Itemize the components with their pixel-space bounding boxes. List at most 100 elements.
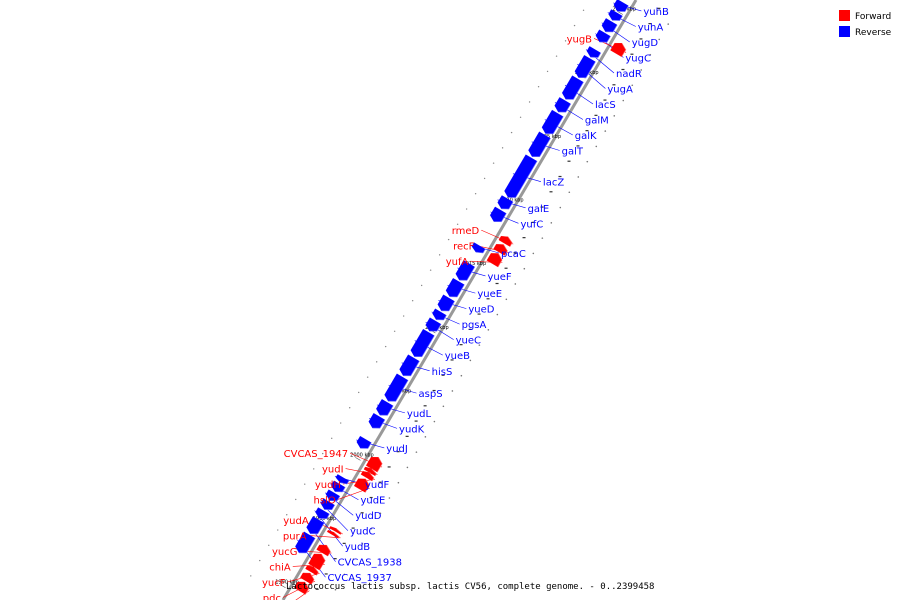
guide-dot [357,391,360,394]
guide-dot [568,191,571,194]
gene-label-yuhB: yuhB [643,7,669,18]
gene-arrow-galK [541,109,564,135]
guide-dot [582,9,585,11]
gene-highlight [605,24,618,33]
guide-dot [573,24,576,27]
gene-highlight [369,472,375,482]
backbone-line [281,0,638,600]
gene-highlight [336,528,343,535]
guide-dot [501,147,504,149]
gene-arrow-galE [497,195,514,210]
guide-dash [360,512,364,514]
guide-dot [474,193,477,195]
gene-highlight [508,161,538,199]
guide-dot [406,466,409,469]
guide-dot [604,130,607,132]
gene-label-yudD: yudD [355,511,382,522]
tick-label: 2025 kbp [538,134,562,140]
gene-label-yueD: yueD [468,305,494,316]
gene-highlight [441,301,456,312]
gene-highlight [545,116,564,135]
guide-dot [424,436,427,438]
gene-label-recF: recF [453,242,475,253]
legend-reverse-swatch [839,26,850,37]
gene-highlight [360,442,372,450]
gene-label-yucG: yucG [272,547,298,558]
guide-dot [322,452,324,455]
gene-highlight [319,553,326,571]
gene-label-yudA: yudA [283,516,309,527]
guide-dash [423,405,427,407]
gene-label-pcaC: pcaC [501,249,526,260]
gene-arrow-yugD [601,18,618,33]
guide-dot [492,162,495,164]
guide-dash [630,53,634,55]
guide-dot [370,527,373,530]
gene-highlight [333,532,340,539]
gene-arrow-yueE [445,278,465,298]
guide-dash [396,451,400,453]
gene-arrow-yufC [489,206,507,223]
gene-label-hisS: hisS [432,367,453,378]
gene-highlight [319,513,330,520]
gene-label-yugD: yugD [632,38,659,49]
leader-pheS [295,590,310,600]
gene-label-hslO: hslO [314,496,336,507]
gene-label-yucF: yucF [262,578,286,589]
gene-arrow-yucF [305,565,319,576]
guide-dot [456,223,459,226]
guide-dash [567,160,571,162]
guide-dash [342,542,346,544]
gene-highlight [380,405,394,416]
guide-dot [259,559,261,562]
guide-dash [504,267,508,269]
guide-dot [478,344,481,346]
map-caption: Lactococcus lactis subsp. lactis CV56, c… [286,582,654,592]
gene-arrow-yuhB [613,0,629,12]
gene-label-CVCAS_1947: CVCAS_1947 [284,449,348,460]
guide-dot [343,573,346,576]
guide-dash [351,527,355,529]
guide-dash [576,145,580,147]
gene-label-yugC: yugC [625,53,651,64]
guide-dot [622,99,625,102]
gene-arrow-yucG [316,544,331,557]
guide-dash [594,114,598,116]
gene-label-yugA: yugA [607,84,633,95]
guide-dot [286,514,288,516]
gene-highlight [449,284,465,298]
guide-dot [366,376,369,378]
gene-highlight [503,244,509,256]
guide-dot [487,329,490,331]
guide-dot [469,359,472,362]
gene-arrow-yudA [329,526,342,535]
guide-dash [369,496,373,499]
gene-highlight [501,201,514,210]
gene-arrow-hslO [353,478,370,493]
gene-highlight [617,5,629,13]
gene-label-rmeD: rmeD [452,226,480,237]
tick-label: 2000 kbp [350,452,374,458]
guide-dash [378,481,382,483]
gene-highlight [309,572,315,585]
gene-arrow-yudH [360,471,375,482]
gene-label-aspS: aspS [419,389,443,400]
gene-label-yueC: yueC [456,336,481,347]
guide-dot [559,206,562,209]
guide-dot [331,437,333,440]
guide-dot [334,588,337,591]
guide-dash [324,573,328,575]
guide-dot [268,544,270,547]
guide-dot [505,298,508,301]
gene-arrow-rmeD [498,235,513,247]
guide-dash [513,252,517,254]
guide-dash [486,298,490,300]
guide-dot [595,145,598,148]
gene-highlight [612,15,623,22]
gene-label-pgsA: pgsA [462,320,487,331]
gene-highlight [310,522,325,535]
guide-dot [250,575,252,577]
gene-label-chiA: chiA [269,562,291,573]
guide-dot [541,237,544,239]
tick-mark [617,11,623,15]
